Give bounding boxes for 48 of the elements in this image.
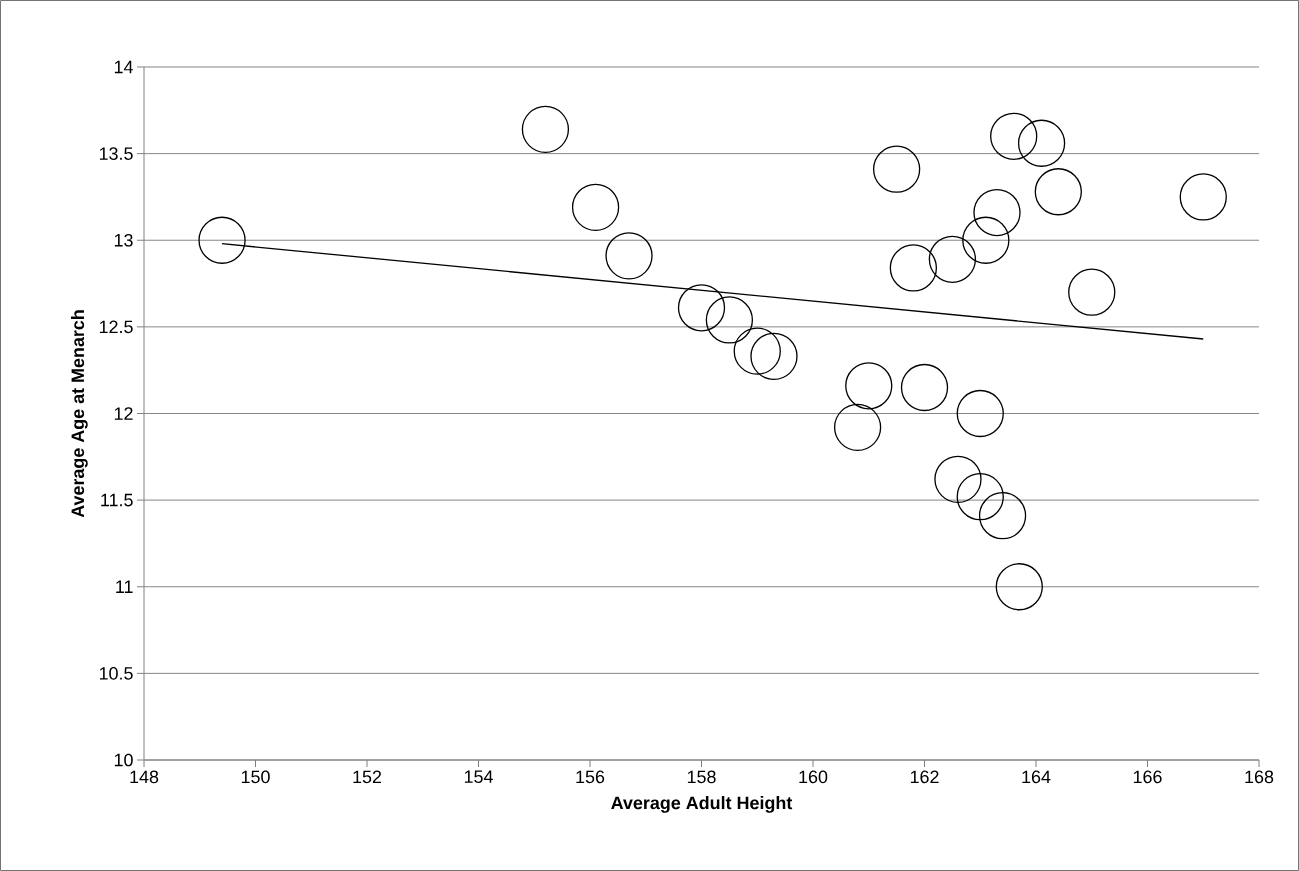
y-tick-label: 10 xyxy=(114,753,133,767)
y-tick-label: 11 xyxy=(116,580,133,593)
y-tick-label: 13.5 xyxy=(99,147,133,160)
y-axis-title: Average Age at Menarch xyxy=(70,310,88,518)
point xyxy=(1034,168,1082,216)
x-tick-label: 166 xyxy=(1133,770,1162,784)
x-tick-label: 154 xyxy=(464,770,493,784)
y-tick-label: 13 xyxy=(114,233,133,247)
x-tick-label: 164 xyxy=(1022,770,1051,784)
x-tick-label: 158 xyxy=(687,770,716,784)
point xyxy=(521,105,570,154)
point xyxy=(198,216,246,264)
x-axis-title: Average Adult Height xyxy=(611,796,793,813)
point xyxy=(833,403,882,452)
point xyxy=(978,492,1027,540)
y-tick-label: 10.5 xyxy=(99,667,133,680)
point xyxy=(900,363,949,412)
point xyxy=(872,145,921,193)
point xyxy=(750,332,798,380)
point xyxy=(677,284,726,332)
point xyxy=(962,216,1010,264)
x-tick-label: 156 xyxy=(576,770,605,784)
point xyxy=(889,244,938,292)
point xyxy=(571,183,620,231)
x-tick-label: 148 xyxy=(130,770,159,784)
x-tick-label: 162 xyxy=(910,770,939,784)
point xyxy=(733,327,781,375)
y-tick-label: 14 xyxy=(114,60,133,74)
x-tick-label: 150 xyxy=(241,770,270,784)
x-tick-label: 168 xyxy=(1245,770,1274,784)
point xyxy=(705,296,754,344)
point xyxy=(1068,268,1116,316)
point xyxy=(990,112,1038,160)
point xyxy=(1179,173,1227,221)
point xyxy=(845,362,893,410)
x-tick-label: 160 xyxy=(799,770,828,784)
point xyxy=(973,188,1021,237)
point xyxy=(934,455,982,503)
point xyxy=(928,235,977,283)
point xyxy=(605,232,653,280)
x-tick-label: 152 xyxy=(353,770,382,784)
point xyxy=(956,389,1004,438)
y-tick-label: 12.5 xyxy=(99,320,133,334)
y-tick-label: 12 xyxy=(114,407,133,420)
point xyxy=(956,473,1004,521)
point xyxy=(1017,119,1066,167)
y-tick-label: 11.5 xyxy=(101,493,133,507)
point xyxy=(995,563,1043,611)
